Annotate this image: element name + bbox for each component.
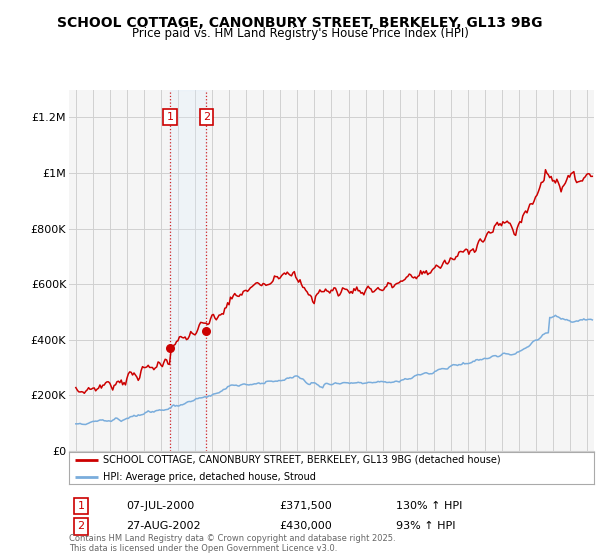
Text: 2: 2 [77, 521, 85, 531]
Text: 07-JUL-2000: 07-JUL-2000 [126, 501, 194, 511]
Text: 2: 2 [203, 113, 210, 123]
Text: SCHOOL COTTAGE, CANONBURY STREET, BERKELEY, GL13 9BG (detached house): SCHOOL COTTAGE, CANONBURY STREET, BERKEL… [103, 455, 501, 465]
Text: Price paid vs. HM Land Registry's House Price Index (HPI): Price paid vs. HM Land Registry's House … [131, 27, 469, 40]
Text: Contains HM Land Registry data © Crown copyright and database right 2025.
This d: Contains HM Land Registry data © Crown c… [69, 534, 395, 553]
Text: 130% ↑ HPI: 130% ↑ HPI [396, 501, 463, 511]
Point [165, 343, 175, 352]
Bar [170, 90, 206, 451]
Point [202, 327, 211, 336]
Text: £371,500: £371,500 [279, 501, 332, 511]
Text: £430,000: £430,000 [279, 521, 332, 531]
Text: 1: 1 [166, 113, 173, 123]
Text: 27-AUG-2002: 27-AUG-2002 [126, 521, 200, 531]
Text: HPI: Average price, detached house, Stroud: HPI: Average price, detached house, Stro… [103, 472, 316, 482]
Text: 93% ↑ HPI: 93% ↑ HPI [396, 521, 455, 531]
Text: SCHOOL COTTAGE, CANONBURY STREET, BERKELEY, GL13 9BG: SCHOOL COTTAGE, CANONBURY STREET, BERKEL… [57, 16, 543, 30]
Text: 1: 1 [77, 501, 85, 511]
